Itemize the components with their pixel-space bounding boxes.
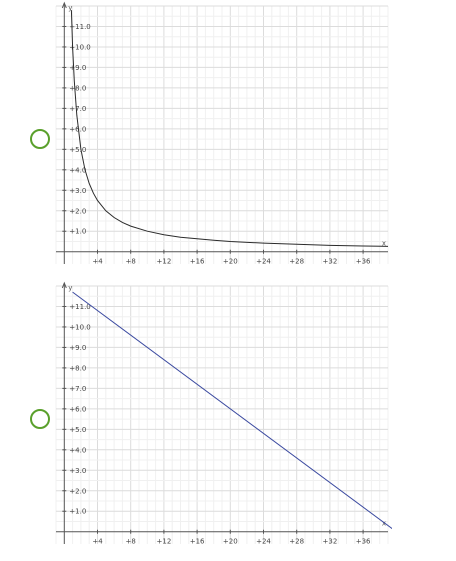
grid [55,285,389,544]
y-tick-label: +6.0 [69,405,86,413]
answer-option-2[interactable]: x y +4 +8 +12 +16 +20 +24 +28 +32 +36 +1.0 +2.0 +3.0 +… [0,280,456,561]
y-tick-label: +10.0 [69,323,90,331]
x-tick-label: +36 [356,538,371,546]
y-tick-label: +3.0 [69,467,86,475]
function-curve [70,10,389,247]
x-tick-label: +20 [223,258,238,266]
y-tick-label: +8.0 [69,84,86,92]
y-tick-label: +4.0 [69,446,86,454]
x-tick-label: +8 [126,258,136,266]
y-tick-label: +7.0 [69,385,86,393]
y-tick-label: +3.0 [69,187,86,195]
radio-button-option-2[interactable] [30,409,50,429]
answer-option-1[interactable]: x y +4 +8 +12 +16 +20 +24 +28 +32 +36 +1.0 +2.0 +3.0 +… [0,0,456,280]
y-tick-label: +7.0 [69,105,86,113]
x-tick-label: +36 [356,258,371,266]
y-axis-label: y [68,284,72,292]
x-tick-label: +32 [323,538,338,546]
y-tick-label: +2.0 [69,207,86,215]
x-tick-label: +24 [256,258,271,266]
graph-option-1: x y +4 +8 +12 +16 +20 +24 +28 +32 +36 +1.0 +2.0 +3.0 +… [55,1,389,266]
y-tick-label: +10.0 [69,43,90,51]
y-tick-label: +4.0 [69,166,86,174]
x-tick-label: +28 [289,258,304,266]
x-axis-label: x [382,240,386,248]
x-tick-label: +28 [289,538,304,546]
y-tick-label: +1.0 [69,228,86,236]
x-tick-label: +12 [157,258,172,266]
radio-button-option-1[interactable] [30,129,50,149]
function-curve [72,291,392,530]
x-axis-label: x [382,520,386,528]
x-tick-label: +4 [92,538,103,546]
x-tick-label: +32 [323,258,338,266]
x-tick-label: +16 [190,538,205,546]
y-tick-label: +6.0 [69,125,86,133]
x-tick-label: +8 [126,538,136,546]
y-tick-label: +11.0 [69,23,90,31]
x-tick-label: +12 [157,538,172,546]
y-tick-label: +2.0 [69,487,86,495]
y-tick-label: +5.0 [69,146,86,154]
x-tick-label: +20 [223,538,238,546]
x-tick-label: +24 [256,538,271,546]
x-tick-label: +4 [92,258,103,266]
y-axis-arrow [61,1,67,9]
y-axis-label: y [68,4,72,12]
y-tick-label: +9.0 [69,64,86,72]
graph-option-2: x y +4 +8 +12 +16 +20 +24 +28 +32 +36 +1.0 +2.0 +3.0 +… [55,281,392,546]
y-tick-label: +11.0 [69,303,90,311]
grid [55,5,389,264]
y-axis-arrow [61,281,67,289]
y-tick-label: +9.0 [69,344,86,352]
y-tick-label: +5.0 [69,426,86,434]
y-tick-label: +1.0 [69,508,86,516]
x-tick-label: +16 [190,258,205,266]
y-tick-label: +8.0 [69,364,86,372]
